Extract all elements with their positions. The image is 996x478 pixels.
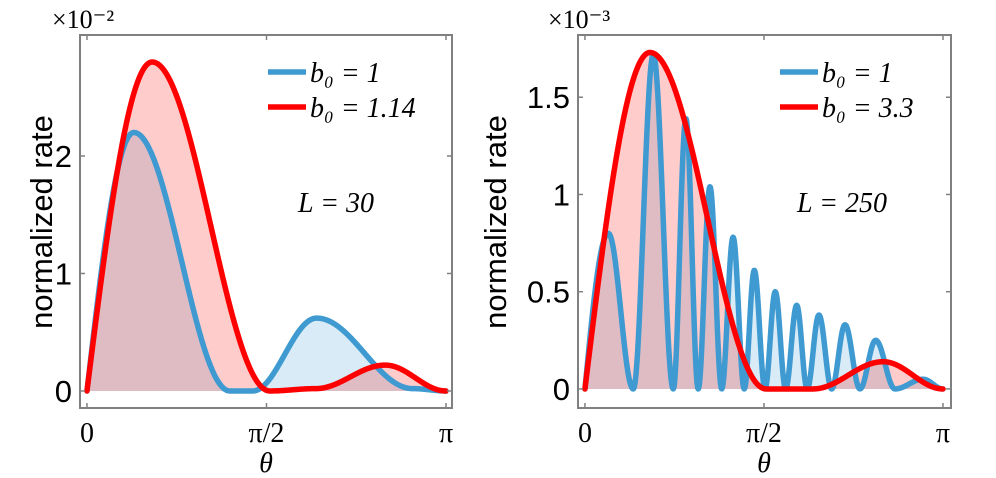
y-multiplier: ×10⁻³ [548, 5, 610, 34]
series-line-1 [84, 59, 449, 394]
y-tick-label: 0 [55, 374, 72, 409]
legend-label-1: b₀ = 1.14 [310, 93, 416, 124]
x-axis-label: θ [259, 448, 273, 478]
y-multiplier: ×10⁻² [52, 5, 114, 34]
series-fill-0 [86, 132, 447, 391]
legend-label-0: b₀ = 1 [310, 58, 381, 89]
y-axis-label: normalized rate [478, 115, 513, 329]
plot-area [84, 59, 449, 394]
legend-label-1: b₀ = 3.3 [822, 93, 914, 124]
series-line-0 [84, 129, 449, 394]
y-tick-label: 0.5 [527, 275, 570, 310]
x-tick-label: π/2 [746, 418, 782, 449]
y-axis-label: normalized rate [24, 115, 59, 329]
y-tick-label: 1 [55, 256, 72, 291]
left-panel: normalized rate ×10⁻² θ L = 30 b₀ = 1 b₀… [24, 5, 453, 478]
series-line-1 [582, 49, 946, 392]
x-tick-label: π [439, 418, 453, 449]
x-tick-label: π/2 [249, 418, 285, 449]
legend-label-0: b₀ = 1 [822, 58, 893, 89]
y-tick-label: 1 [553, 177, 570, 212]
series-fill-0 [584, 54, 943, 389]
x-tick-label: π [936, 418, 950, 449]
annotation: L = 250 [796, 188, 887, 219]
annotation: L = 30 [297, 188, 374, 219]
x-axis-label: θ [757, 448, 771, 478]
series-fill-1 [584, 52, 943, 389]
x-tick-label: 0 [80, 418, 94, 449]
y-tick-label: 2 [55, 139, 72, 174]
series-fill-1 [86, 62, 447, 391]
x-tick-label: 0 [578, 418, 592, 449]
y-tick-label: 0 [553, 372, 570, 407]
plot-area [582, 49, 946, 392]
y-tick-label: 1.5 [527, 80, 570, 115]
right-panel: normalized rate ×10⁻³ θ L = 250 b₀ = 1 b… [478, 5, 952, 478]
